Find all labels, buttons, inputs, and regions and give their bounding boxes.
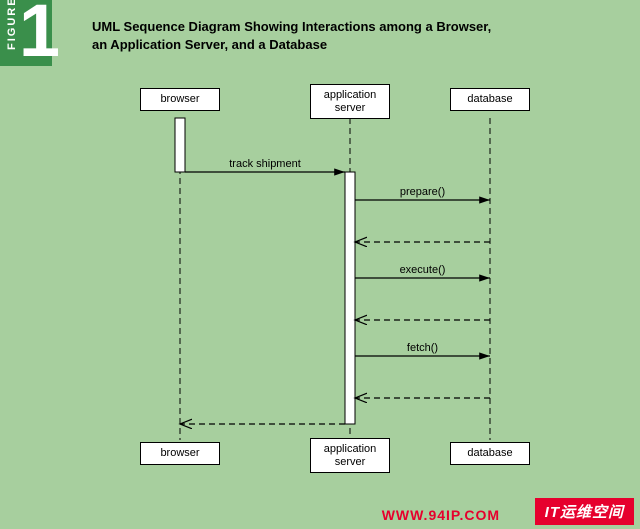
participant-box-browser-top: browser bbox=[140, 88, 220, 111]
participant-box-browser-bottom: browser bbox=[140, 442, 220, 465]
participant-box-appserver-top: applicationserver bbox=[310, 84, 390, 119]
watermark-banner: IT运维空间 bbox=[535, 498, 634, 525]
participant-box-database-top: database bbox=[450, 88, 530, 111]
activation-browser bbox=[175, 118, 185, 172]
message-label-1: prepare() bbox=[400, 186, 445, 198]
message-label-3: execute() bbox=[400, 264, 446, 276]
message-label-0: track shipment bbox=[229, 158, 301, 170]
message-label-5: fetch() bbox=[407, 342, 438, 354]
participant-box-database-bottom: database bbox=[450, 442, 530, 465]
figure-canvas: FIGURE 1 UML Sequence Diagram Showing In… bbox=[0, 0, 640, 529]
watermark-url: WWW.94IP.COM bbox=[382, 507, 500, 523]
activation-appserver bbox=[345, 172, 355, 424]
participant-box-appserver-bottom: applicationserver bbox=[310, 438, 390, 473]
